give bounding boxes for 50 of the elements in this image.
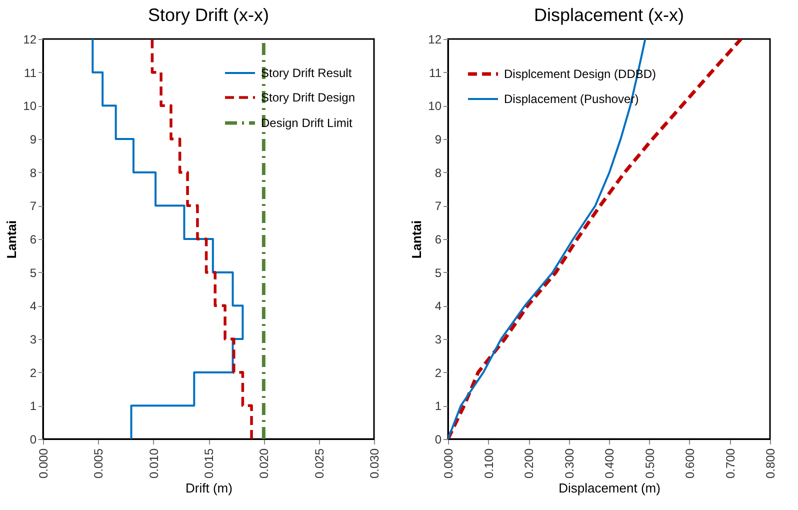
x-tick-label: 0.600 (683, 448, 697, 479)
x-tick-label: 0.800 (764, 448, 778, 479)
x-tick-label: 0.500 (642, 448, 657, 479)
x-tick-label: 0.005 (92, 448, 106, 479)
y-tick-label: 12 (428, 32, 442, 46)
x-tick-label: 0.025 (312, 448, 326, 479)
y-tick-label: 10 (428, 99, 442, 114)
y-tick-label: 4 (434, 299, 442, 314)
x-tick-label: 0.700 (723, 448, 738, 479)
y-tick-label: 7 (434, 199, 442, 214)
y-tick-label: 0 (30, 432, 37, 446)
y-axis-title: Lantai (409, 220, 424, 259)
y-tick-label: 6 (30, 232, 37, 246)
x-tick-label: 0.015 (202, 448, 216, 479)
x-axis-title: Drift (m) (186, 480, 232, 496)
y-tick-label: 5 (434, 266, 442, 280)
x-tick-label: 0.100 (482, 448, 496, 479)
y-tick-label: 8 (30, 166, 37, 180)
y-tick-label: 0 (434, 432, 442, 446)
y-tick-label: 12 (23, 32, 37, 46)
y-tick-label: 8 (434, 166, 442, 180)
x-tick-label: 0.030 (368, 448, 382, 479)
y-tick-label: 10 (23, 99, 37, 114)
y-tick-label: 9 (434, 132, 442, 146)
x-tick-label: 0.300 (562, 448, 576, 479)
chart-title: Displacement (x-x) (534, 5, 684, 25)
x-tick-label: 0.400 (602, 448, 616, 479)
y-tick-label: 3 (434, 332, 442, 346)
x-tick-label: 0.200 (522, 448, 536, 479)
x-tick-label: 0.020 (257, 448, 272, 479)
line-series (92, 39, 244, 439)
y-tick-label: 3 (30, 332, 37, 346)
y-axis-title: Lantai (4, 220, 20, 259)
y-tick-label: 2 (30, 366, 37, 380)
y-tick-label: 11 (24, 66, 37, 80)
y-tick-label: 5 (30, 266, 37, 280)
y-tick-label: 1 (434, 399, 442, 414)
chart-title: Story Drift (x-x) (148, 5, 269, 25)
y-tick-label: 4 (30, 299, 37, 314)
y-tick-label: 11 (429, 66, 442, 80)
y-tick-label: 2 (434, 366, 442, 380)
line-series (150, 39, 253, 439)
x-tick-label: 0.000 (442, 448, 456, 479)
x-axis-title: Displacement (m) (558, 480, 660, 496)
y-tick-label: 1 (30, 399, 37, 414)
x-tick-label: 0.000 (36, 448, 50, 479)
y-tick-label: 6 (434, 232, 442, 246)
y-tick-label: 9 (30, 132, 37, 146)
y-tick-label: 7 (30, 199, 37, 214)
x-tick-label: 0.010 (146, 448, 161, 479)
